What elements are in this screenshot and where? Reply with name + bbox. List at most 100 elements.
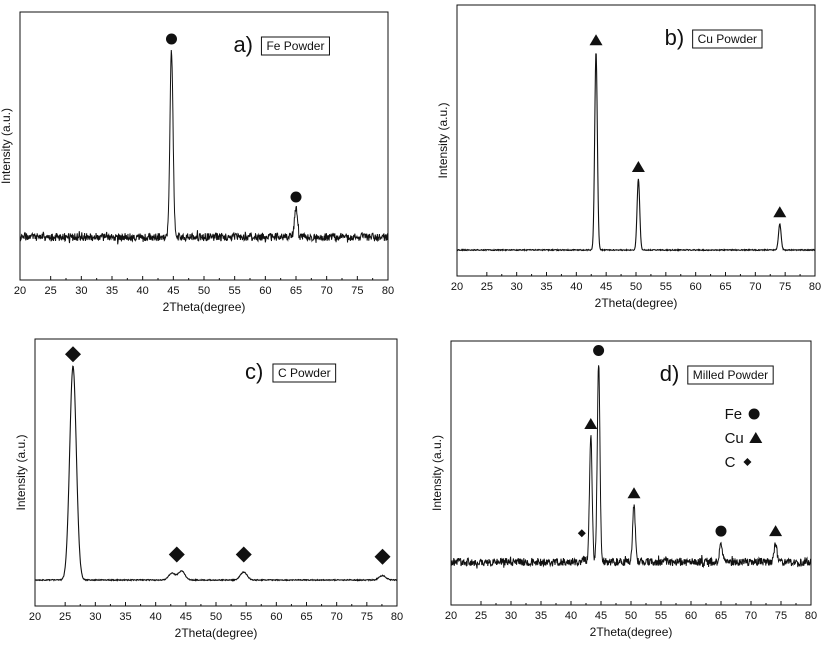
peak-marker-circle bbox=[290, 191, 302, 203]
x-tick-label: 30 bbox=[89, 611, 101, 623]
x-tick-label: 20 bbox=[29, 611, 41, 623]
x-tick-label: 60 bbox=[690, 281, 702, 293]
title-box bbox=[692, 29, 763, 49]
chart-title: Cu Powder bbox=[698, 32, 757, 46]
peak-marker-diamond bbox=[65, 346, 82, 363]
panel-letter: b) bbox=[665, 25, 685, 50]
legend-label: C bbox=[725, 454, 736, 471]
x-tick-label: 45 bbox=[600, 281, 612, 293]
x-tick-label: 45 bbox=[595, 610, 607, 622]
x-tick-label: 50 bbox=[625, 610, 637, 622]
chart-panel-3: 20 25 30 35 40 45 50 55 60 65 70 75 80 2Theta(degree)… bbox=[14, 338, 403, 640]
peak-marker-diamond-small bbox=[577, 529, 586, 538]
peak-marker-triangle bbox=[589, 34, 603, 46]
legend-triangle-icon bbox=[749, 432, 763, 443]
title-box bbox=[272, 363, 337, 383]
x-tick-label: 60 bbox=[270, 611, 282, 623]
peak-marker-circle bbox=[165, 33, 177, 45]
series-line bbox=[456, 53, 816, 252]
x-tick-label: 75 bbox=[779, 281, 791, 293]
legend-diamond-icon bbox=[743, 458, 752, 466]
x-tick-label: 65 bbox=[300, 611, 312, 623]
peak-marker-circle bbox=[593, 345, 605, 356]
x-tick-label: 70 bbox=[745, 610, 757, 622]
x-tick-label: 80 bbox=[391, 611, 403, 623]
peak-marker-diamond bbox=[235, 546, 252, 563]
panel-letter: d) bbox=[660, 361, 680, 386]
x-tick-label: 70 bbox=[749, 281, 761, 293]
peak-marker-triangle bbox=[584, 418, 598, 429]
x-tick-label: 20 bbox=[451, 281, 463, 293]
x-tick-label: 45 bbox=[180, 611, 192, 623]
title-box bbox=[260, 36, 330, 56]
x-tick-label: 80 bbox=[382, 285, 394, 297]
chart-title: Milled Powder bbox=[693, 368, 768, 382]
legend-label: Fe bbox=[725, 406, 743, 423]
x-axis-title: 2Theta(degree) bbox=[175, 626, 258, 640]
x-tick-label: 50 bbox=[210, 611, 222, 623]
x-tick-label: 25 bbox=[481, 281, 493, 293]
x-tick-label: 50 bbox=[630, 281, 642, 293]
chart-panel-4: 20 25 30 35 40 45 50 55 60 65 70 75 80 2Theta(degree)… bbox=[430, 340, 817, 639]
x-tick-label: 65 bbox=[719, 281, 731, 293]
x-tick-label: 25 bbox=[45, 285, 57, 297]
x-axis-title: 2Theta(degree) bbox=[590, 625, 673, 639]
x-tick-label: 40 bbox=[150, 611, 162, 623]
peak-marker-triangle bbox=[631, 161, 645, 173]
title-box bbox=[687, 365, 774, 385]
x-tick-label: 55 bbox=[655, 610, 667, 622]
x-tick-label: 65 bbox=[290, 285, 302, 297]
x-tick-label: 20 bbox=[14, 285, 26, 297]
series-line bbox=[450, 365, 812, 569]
x-tick-label: 75 bbox=[361, 611, 373, 623]
x-tick-label: 35 bbox=[119, 611, 131, 623]
x-tick-label: 75 bbox=[351, 285, 363, 297]
x-tick-label: 35 bbox=[535, 610, 547, 622]
y-axis-title: Intensity (a.u.) bbox=[14, 434, 28, 510]
legend-circle-icon bbox=[748, 408, 760, 420]
y-axis-title: Intensity (a.u.) bbox=[430, 435, 444, 511]
panel-letter: a) bbox=[233, 32, 253, 57]
peak-marker-triangle bbox=[773, 206, 787, 218]
x-tick-label: 55 bbox=[240, 611, 252, 623]
x-tick-label: 40 bbox=[565, 610, 577, 622]
legend-label: Cu bbox=[725, 430, 744, 447]
peak-marker-diamond bbox=[168, 546, 185, 563]
x-tick-label: 75 bbox=[775, 610, 787, 622]
chart-panel-2: 20 25 30 35 40 45 50 55 60 65 70 75 80 2Theta(degree)… bbox=[436, 4, 821, 310]
chart-title: C Powder bbox=[278, 366, 331, 380]
x-tick-label: 55 bbox=[229, 285, 241, 297]
peak-marker-diamond bbox=[374, 548, 391, 565]
x-tick-label: 65 bbox=[715, 610, 727, 622]
x-tick-label: 80 bbox=[805, 610, 817, 622]
x-tick-label: 70 bbox=[331, 611, 343, 623]
panel-letter: c) bbox=[245, 359, 263, 384]
x-tick-label: 40 bbox=[570, 281, 582, 293]
x-tick-label: 30 bbox=[511, 281, 523, 293]
x-tick-label: 45 bbox=[167, 285, 179, 297]
x-tick-label: 50 bbox=[198, 285, 210, 297]
x-tick-label: 60 bbox=[685, 610, 697, 622]
peak-marker-circle bbox=[715, 525, 727, 537]
x-tick-label: 80 bbox=[809, 281, 821, 293]
x-axis-title: 2Theta(degree) bbox=[595, 296, 678, 310]
chart-title: Fe Powder bbox=[266, 39, 324, 53]
x-tick-label: 25 bbox=[475, 610, 487, 622]
x-tick-label: 25 bbox=[59, 611, 71, 623]
x-tick-label: 55 bbox=[660, 281, 672, 293]
x-tick-label: 40 bbox=[137, 285, 149, 297]
x-tick-label: 35 bbox=[106, 285, 118, 297]
peak-marker-triangle bbox=[769, 525, 783, 537]
chart-panel-1: 20 25 30 35 40 45 50 55 60 65 70 75 80 2Theta(degree)… bbox=[0, 11, 394, 314]
y-axis-title: Intensity (a.u.) bbox=[436, 102, 450, 178]
y-axis-title: Intensity (a.u.) bbox=[0, 108, 13, 184]
x-tick-label: 70 bbox=[321, 285, 333, 297]
x-tick-label: 35 bbox=[540, 281, 552, 293]
x-tick-label: 30 bbox=[505, 610, 517, 622]
x-tick-label: 30 bbox=[75, 285, 87, 297]
x-tick-label: 60 bbox=[259, 285, 271, 297]
series-line bbox=[19, 49, 389, 245]
x-tick-label: 20 bbox=[445, 610, 457, 622]
peak-marker-triangle bbox=[627, 487, 641, 499]
